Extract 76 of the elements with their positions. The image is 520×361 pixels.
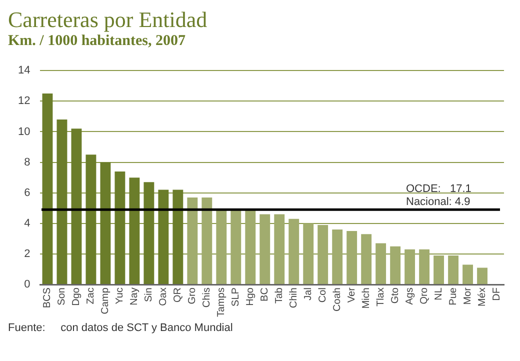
chart-subtitle: Km. / 1000 habitantes, 2007: [8, 32, 187, 50]
x-tick-label: Hgo: [245, 287, 256, 306]
x-tick-label: BC: [260, 288, 271, 302]
x-tick-label: Pue: [448, 287, 460, 306]
bar: [172, 190, 184, 284]
bar: [260, 214, 270, 284]
bar: [202, 197, 212, 284]
y-tick-label: 6: [24, 186, 30, 199]
x-tick-label: Sin: [144, 288, 155, 302]
x-tick-label: Coah: [332, 288, 344, 312]
x-tick-label: Oax: [158, 288, 170, 306]
bar: [346, 231, 358, 284]
y-tick-label: 12: [18, 95, 30, 108]
source-note: Fuente: con datos de SCT y Banco Mundial: [8, 322, 234, 334]
x-tick-label: Mich: [361, 288, 372, 309]
x-tick-label: DF: [492, 288, 503, 301]
x-tick-label: BCS: [42, 287, 54, 308]
bar: [448, 256, 458, 284]
x-tick-label: Son: [56, 288, 68, 306]
ref-line-label: Nacional: 4.9: [406, 196, 470, 208]
x-tick-label: Gto: [390, 287, 402, 304]
bar: [144, 182, 154, 284]
annotation: OCDE: 17.1: [406, 183, 472, 196]
y-tick-label: 14: [18, 64, 30, 77]
bar: [303, 223, 314, 284]
bar: [390, 246, 401, 284]
bar: [86, 154, 96, 284]
x-tick-label: NL: [434, 287, 445, 300]
bar: [419, 249, 430, 284]
y-tick-label: 8: [24, 156, 30, 168]
x-tick-label: Chis: [202, 288, 213, 308]
bar: [477, 268, 488, 284]
bar: [361, 234, 372, 284]
bar: [100, 162, 111, 284]
bar: [114, 171, 126, 284]
bar: [158, 190, 169, 284]
bar: [288, 218, 300, 284]
x-tick-label: Yuc: [114, 288, 126, 304]
x-tick-label: Ags: [404, 288, 416, 305]
y-tick-label: 10: [18, 126, 30, 138]
bar: [274, 214, 285, 284]
bar: [129, 178, 140, 284]
chart-title: Carreteras por Entidad: [8, 7, 208, 32]
x-tick-label: Qro: [419, 287, 430, 304]
bar: [404, 249, 416, 284]
bar: [245, 210, 256, 284]
x-tick-label: Ver: [346, 286, 358, 303]
x-tick-label: Camp: [100, 287, 112, 314]
x-tick-label: Mor: [462, 286, 474, 305]
x-tick-label: Tlax: [376, 288, 387, 306]
x-tick-label: QR: [172, 288, 184, 303]
x-tick-label: Gro: [187, 287, 198, 304]
bar: [187, 197, 198, 284]
x-tick-label: Jal: [303, 288, 314, 300]
x-tick-label: Dgo: [71, 287, 82, 306]
bar: [434, 256, 444, 284]
x-tick-label: Chih: [288, 288, 300, 308]
bar: [216, 210, 227, 284]
bar: [376, 243, 386, 284]
x-tick-label: Col: [318, 288, 329, 303]
y-tick-label: 0: [24, 278, 30, 291]
bar: [230, 210, 242, 284]
bar: [318, 224, 328, 284]
x-tick-label: Méx: [477, 288, 488, 306]
bar: [71, 128, 82, 284]
y-tick-label: 2: [24, 248, 30, 260]
x-tick-label: Nay: [129, 288, 140, 306]
bar: [42, 94, 53, 284]
x-tick-label: SLP: [230, 287, 242, 306]
bar: [462, 264, 473, 284]
x-tick-label: Tamps: [216, 288, 228, 317]
x-tick-label: Zac: [86, 288, 97, 304]
x-tick-label: Tab: [274, 287, 286, 304]
bar: [332, 230, 343, 284]
y-tick-label: 4: [24, 217, 30, 230]
bar: [56, 120, 68, 284]
